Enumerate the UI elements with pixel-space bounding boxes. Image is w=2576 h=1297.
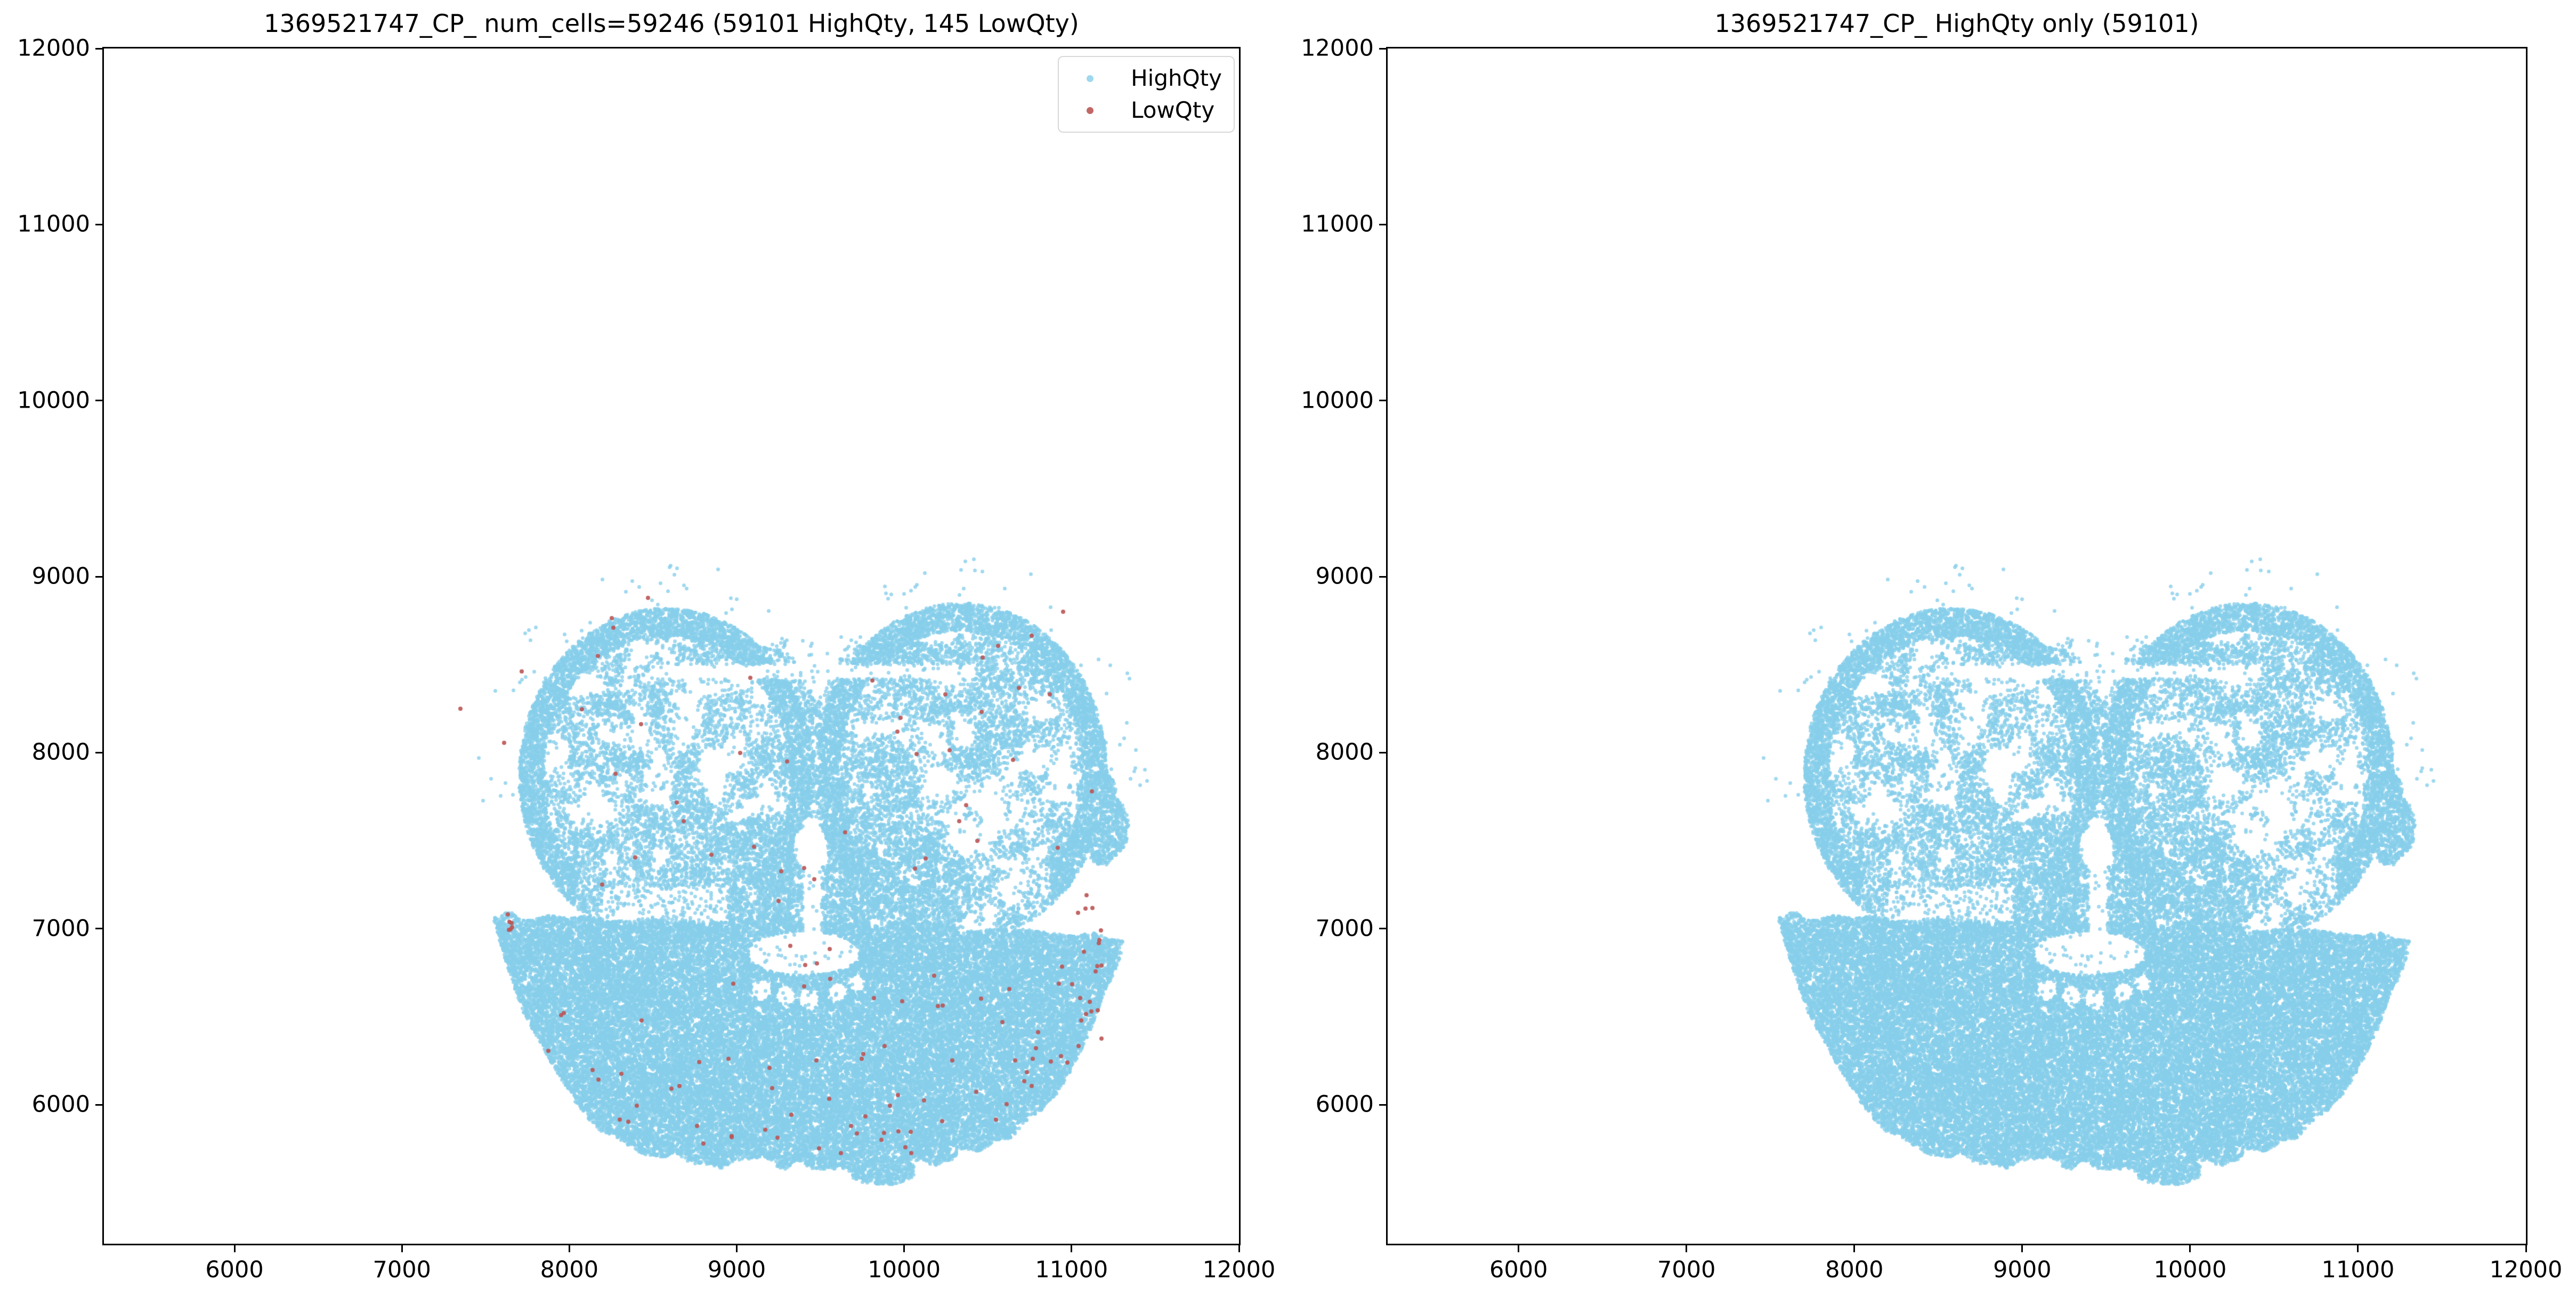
x-tick-mark bbox=[1853, 1245, 1856, 1252]
x-tick-mark bbox=[2357, 1245, 2359, 1252]
x-tick-mark bbox=[2525, 1245, 2527, 1252]
y-tick-label: 7000 bbox=[31, 915, 90, 942]
y-tick-mark bbox=[1379, 575, 1386, 578]
x-tick-mark bbox=[2021, 1245, 2023, 1252]
y-tick-mark bbox=[95, 400, 102, 402]
y-tick-mark bbox=[95, 928, 102, 930]
x-tick-mark bbox=[1238, 1245, 1240, 1252]
x-tick-mark bbox=[903, 1245, 905, 1252]
right-scatter-canvas bbox=[1388, 48, 2526, 1244]
y-tick-mark bbox=[1379, 47, 1386, 50]
y-tick-label: 7000 bbox=[1315, 915, 1374, 942]
x-tick-label: 7000 bbox=[1657, 1257, 1716, 1283]
y-tick-label: 8000 bbox=[31, 739, 90, 766]
y-tick-mark bbox=[1379, 751, 1386, 753]
x-tick-mark bbox=[2189, 1245, 2191, 1252]
x-tick-label: 8000 bbox=[540, 1257, 599, 1283]
left-plot-area: 1369521747_CP_ num_cells=59246 (59101 Hi… bbox=[17, 10, 1275, 1283]
y-tick-label: 9000 bbox=[31, 563, 90, 590]
y-tick-label: 10000 bbox=[17, 387, 90, 414]
left-plot-title: 1369521747_CP_ num_cells=59246 (59101 Hi… bbox=[264, 9, 1079, 38]
legend-entry-lowqty: LowQty bbox=[1059, 94, 1222, 126]
x-tick-mark bbox=[1071, 1245, 1073, 1252]
legend-label-lowqty: LowQty bbox=[1131, 97, 1215, 123]
right-plot-area: 1369521747_CP_ HighQty only (59101) 6000… bbox=[1301, 10, 2562, 1283]
y-tick-label: 10000 bbox=[1301, 387, 1374, 414]
x-tick-label: 11000 bbox=[1035, 1257, 1108, 1283]
y-tick-label: 12000 bbox=[17, 35, 90, 62]
x-tick-label: 8000 bbox=[1825, 1257, 1884, 1283]
y-tick-label: 12000 bbox=[1301, 35, 1374, 62]
x-tick-label: 10000 bbox=[2153, 1257, 2227, 1283]
right-plot-title: 1369521747_CP_ HighQty only (59101) bbox=[1714, 9, 2199, 38]
y-tick-mark bbox=[95, 47, 102, 50]
y-tick-mark bbox=[95, 751, 102, 753]
x-tick-label: 7000 bbox=[372, 1257, 431, 1283]
y-tick-label: 11000 bbox=[1301, 210, 1374, 238]
y-tick-mark bbox=[95, 223, 102, 225]
x-tick-mark bbox=[568, 1245, 570, 1252]
y-tick-mark bbox=[1379, 928, 1386, 930]
x-tick-label: 11000 bbox=[2321, 1257, 2395, 1283]
x-tick-mark bbox=[736, 1245, 738, 1252]
x-tick-label: 10000 bbox=[868, 1257, 941, 1283]
y-tick-label: 6000 bbox=[1315, 1091, 1374, 1118]
x-tick-label: 9000 bbox=[1993, 1257, 2052, 1283]
x-tick-mark bbox=[401, 1245, 403, 1252]
y-tick-mark bbox=[1379, 1104, 1386, 1106]
y-tick-mark bbox=[95, 1104, 102, 1106]
y-tick-label: 9000 bbox=[1315, 563, 1374, 590]
x-tick-mark bbox=[1686, 1245, 1688, 1252]
x-tick-label: 12000 bbox=[1202, 1257, 1276, 1283]
x-tick-label: 12000 bbox=[2489, 1257, 2563, 1283]
x-tick-label: 6000 bbox=[205, 1257, 264, 1283]
y-tick-label: 6000 bbox=[31, 1091, 90, 1118]
x-tick-mark bbox=[233, 1245, 236, 1252]
x-tick-label: 6000 bbox=[1489, 1257, 1548, 1283]
lowqty-dot-icon bbox=[1087, 107, 1094, 114]
left-scatter-canvas bbox=[104, 48, 1239, 1244]
y-tick-label: 8000 bbox=[1315, 739, 1374, 766]
x-tick-mark bbox=[1518, 1245, 1520, 1252]
legend-entry-highqty: HighQty bbox=[1059, 62, 1222, 94]
y-tick-label: 11000 bbox=[17, 210, 90, 238]
y-tick-mark bbox=[95, 575, 102, 578]
y-tick-mark bbox=[1379, 223, 1386, 225]
y-tick-mark bbox=[1379, 400, 1386, 402]
legend-label-highqty: HighQty bbox=[1131, 65, 1222, 91]
x-tick-label: 9000 bbox=[707, 1257, 766, 1283]
highqty-dot-icon bbox=[1087, 75, 1094, 82]
legend-box: HighQty LowQty bbox=[1058, 56, 1235, 133]
